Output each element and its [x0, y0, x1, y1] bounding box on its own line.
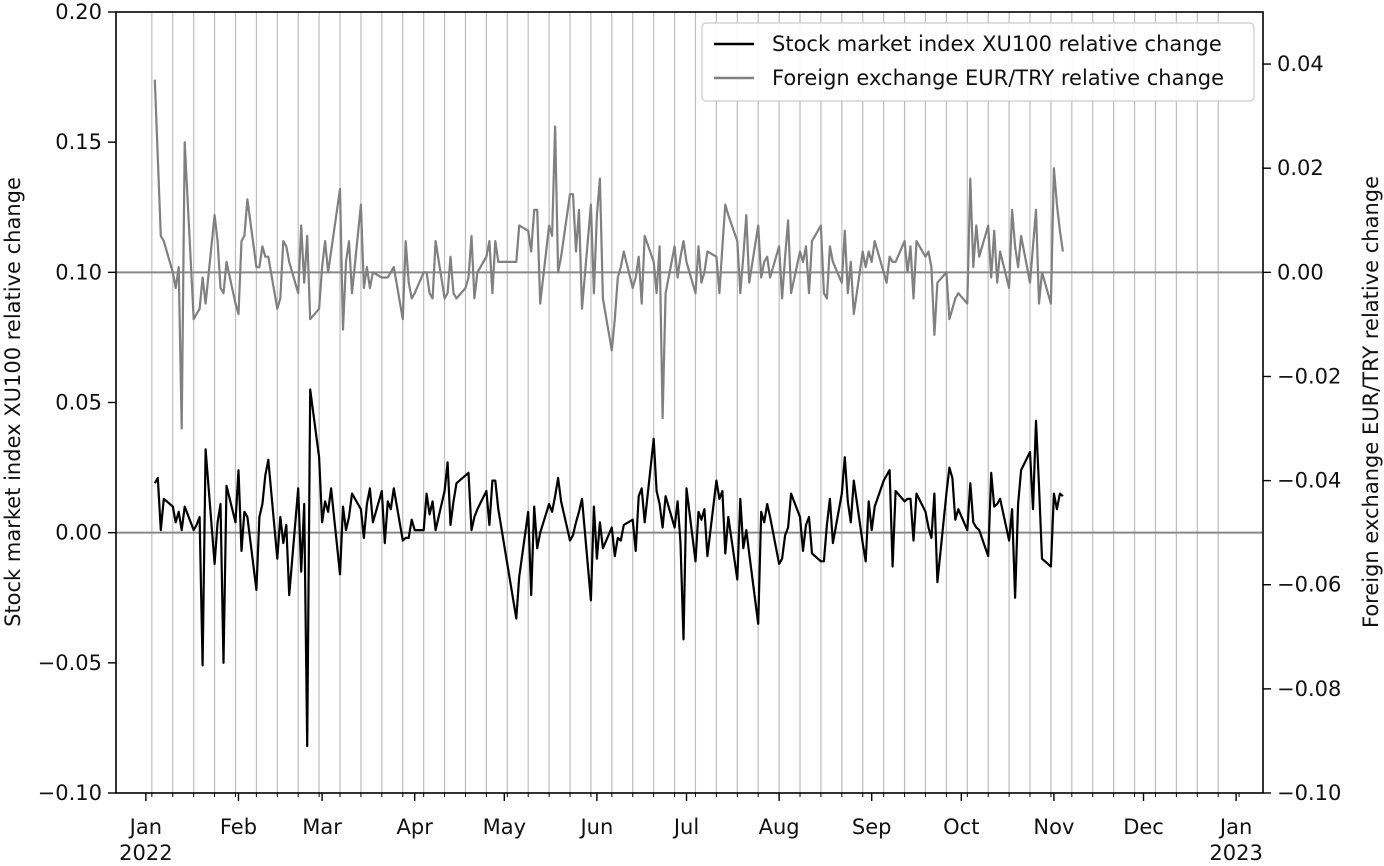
series-line-eurtry — [153, 79, 1064, 430]
y-right-tick-label: 0.02 — [1277, 156, 1324, 180]
plot-frame — [115, 11, 1264, 794]
x-tick-label: Jun — [578, 815, 613, 839]
legend-box — [701, 22, 1255, 102]
x-tick-label: Oct — [943, 815, 979, 839]
x-tick-label: Aug — [759, 815, 800, 839]
vertical-gridlines — [151, 12, 1219, 793]
legend: Stock market index XU100 relative change… — [701, 22, 1255, 102]
x-tick-year-label: 2023 — [1209, 841, 1262, 865]
y-right-tick-label: −0.08 — [1277, 677, 1341, 701]
x-tick-label: Nov — [1033, 815, 1074, 839]
y-right-tick-label: −0.02 — [1277, 364, 1341, 388]
y-right-tick-label: 0.00 — [1277, 260, 1324, 284]
y-left-tick-label: 0.15 — [55, 130, 102, 154]
y-left-tick-label: 0.05 — [55, 391, 102, 415]
axes — [115, 11, 1264, 794]
y-right-tick-label: −0.06 — [1277, 573, 1341, 597]
y-left-tick-label: 0.20 — [55, 0, 102, 24]
x-tick-year-label: 2022 — [119, 841, 172, 865]
series-line-xu100 — [153, 388, 1064, 748]
y-right-tick-label: −0.04 — [1277, 469, 1341, 493]
y-right-tick-label: −0.10 — [1277, 781, 1341, 805]
series-lines — [153, 79, 1064, 748]
right-y-axis-ticks: −0.10 −0.08 −0.06 −0.04 −0.02 0.00 0.02 0.04 — [1263, 52, 1341, 805]
legend-label-eurtry: Foreign exchange EUR/TRY relative change — [772, 66, 1224, 90]
x-tick-label: Apr — [397, 815, 434, 839]
x-tick-label: Mar — [302, 815, 342, 839]
y-right-tick-label: 0.04 — [1277, 52, 1324, 76]
x-tick-label: Jan — [128, 815, 162, 839]
y-left-tick-label: 0.00 — [55, 521, 102, 545]
x-tick-label: Dec — [1123, 815, 1164, 839]
x-tick-label: Feb — [220, 815, 257, 839]
y-left-tick-label: 0.10 — [55, 260, 102, 284]
legend-label-xu100: Stock market index XU100 relative change — [772, 32, 1222, 56]
x-tick-label: Jul — [672, 815, 699, 839]
left-y-axis-title: Stock market index XU100 relative change — [1, 177, 25, 627]
x-tick-label: Sep — [852, 815, 892, 839]
x-tick-label: May — [483, 815, 526, 839]
reference-lines — [116, 271, 1263, 534]
y-left-tick-label: −0.10 — [38, 781, 102, 805]
right-y-axis-title: Foreign exchange EUR/TRY relative change — [1359, 176, 1383, 628]
x-tick-label: Jan — [1218, 815, 1252, 839]
left-y-axis-ticks: −0.10 −0.05 0.00 0.05 0.10 0.15 0.20 — [38, 0, 116, 805]
y-left-tick-label: −0.05 — [38, 651, 102, 675]
